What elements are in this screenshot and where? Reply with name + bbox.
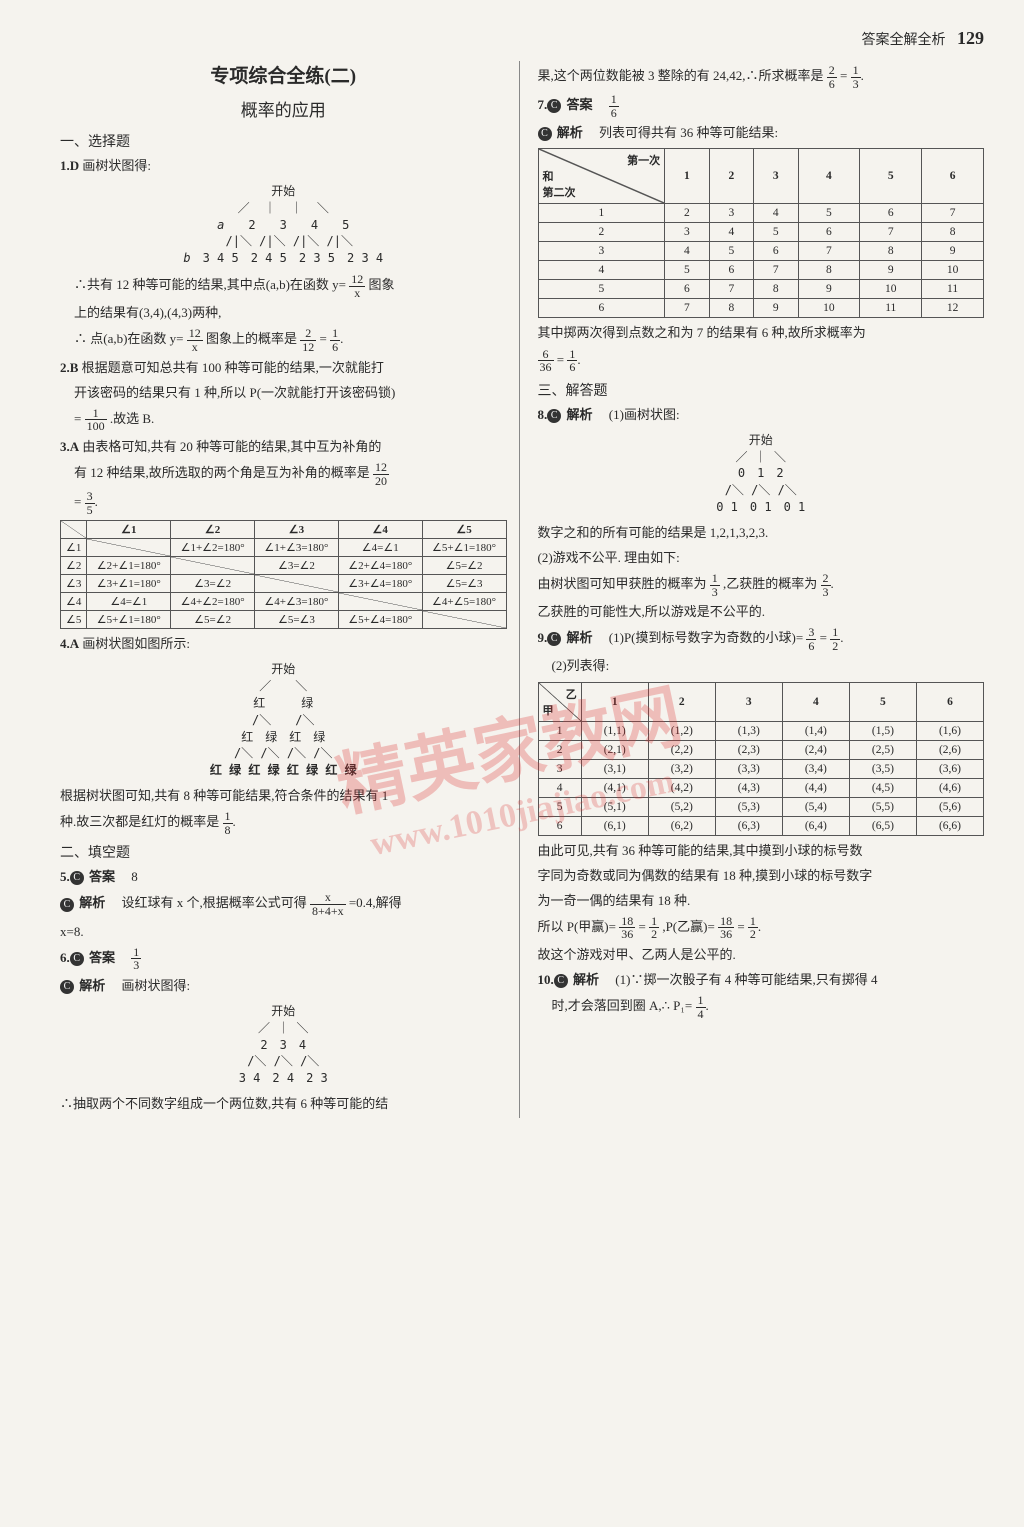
frac: 12x xyxy=(349,273,365,299)
q2: 2.B 根据题意可知总共有 100 种等可能的结果,一次就能打 xyxy=(60,357,507,379)
table-row: 567891011 xyxy=(538,280,984,299)
q2-l3: = 1100 .故选 B. xyxy=(60,407,507,433)
q3-l2: 有 12 种结果,故所选取的两个角是互为补角的概率是 1220 xyxy=(60,461,507,487)
right-column: 果,这个两位数能被 3 整除的有 24,42,∴所求概率是 26 = 13. 7… xyxy=(538,61,985,1118)
q4-l2: 根据树状图可知,共有 8 种等可能结果,符合条件的结果有 1 xyxy=(60,785,507,807)
table-row: ∠1 ∠2 ∠3 ∠4 ∠5 xyxy=(61,521,507,539)
q7-l3: 636 = 16. xyxy=(538,348,985,374)
q5-l3: x=8. xyxy=(60,921,507,943)
q3-table: ∠1 ∠2 ∠3 ∠4 ∠5 ∠1∠1+∠2=180°∠1+∠3=180°∠4=… xyxy=(60,520,507,629)
tree-a: a 2 3 4 5 xyxy=(60,217,507,234)
q3-num: 3.A xyxy=(60,439,79,454)
table-row: 3(3,1)(3,2)(3,3)(3,4)(3,5)(3,6) xyxy=(538,759,984,778)
table-row: 6789101112 xyxy=(538,299,984,318)
section-fill: 二、填空题 xyxy=(60,842,507,862)
q7-table: 第一次 和 第二次 123456 1234567 2345678 3456789… xyxy=(538,148,985,318)
table-row: 6(6,1)(6,2)(6,3)(6,4)(6,5)(6,6) xyxy=(538,816,984,835)
q6-exp: C 解析 画树状图得: xyxy=(60,975,507,997)
badge-icon: C xyxy=(538,127,552,141)
sub-title: 概率的应用 xyxy=(60,96,507,121)
q5-exp: C 解析 设红球有 x 个,根据概率公式可得 x8+4+x =0.4,解得 xyxy=(60,891,507,917)
table-row: 45678910 xyxy=(538,261,984,280)
q4: 4.A 画树状图如图所示: xyxy=(60,633,507,655)
table-row: 5(5,1)(5,2)(5,3)(5,4)(5,5)(5,6) xyxy=(538,797,984,816)
corner: 乙 甲 xyxy=(538,682,581,721)
q7-l2: 其中掷两次得到点数之和为 7 的结果有 6 种,故所求概率为 xyxy=(538,322,985,344)
q8-l1: 数字之和的所有可能的结果是 1,2,1,3,2,3. xyxy=(538,522,985,544)
q5: 5.C 答案 8 xyxy=(60,866,507,888)
q10-l2: 时,才会落回到圈 A,∴ P₁= 14. xyxy=(538,994,985,1020)
table-row: ∠4∠4=∠1∠4+∠2=180°∠4+∠3=180°∠4+∠5=180° xyxy=(61,593,507,611)
table-row: ∠3∠3+∠1=180°∠3=∠2∠3+∠4=180°∠5=∠3 xyxy=(61,575,507,593)
q9-l3: 由此可见,共有 36 种等可能的结果,其中摸到小球的标号数 xyxy=(538,840,985,862)
q1-stem: 画树状图得: xyxy=(82,158,151,173)
badge-icon: C xyxy=(70,952,84,966)
main-title: 专项综合全练(二) xyxy=(60,61,507,88)
q1-l3: ∴ 点(a,b)在函数 y= 12x 图象上的概率是 212 = 16. xyxy=(60,327,507,353)
table-row: 1234567 xyxy=(538,204,984,223)
badge-icon: C xyxy=(554,974,568,988)
corner: 第一次 和 第二次 xyxy=(538,149,665,204)
q4-tree: 开始 ／ ＼ 红 绿 /＼ /＼ 红 绿 红 绿 /＼ /＼ /＼ /＼ 红 绿… xyxy=(60,661,507,779)
q9-table: 乙 甲 123456 1(1,1)(1,2)(1,3)(1,4)(1,5)(1,… xyxy=(538,682,985,836)
q1: 1.D 画树状图得: xyxy=(60,155,507,177)
q6-tree: 开始 ／ ｜ ＼ 2 3 4 /＼ /＼ /＼ 3 4 2 4 2 3 xyxy=(60,1003,507,1087)
table-row: 2345678 xyxy=(538,223,984,242)
tree-root: 开始 xyxy=(60,183,507,200)
q4-l3: 种.故三次都是红灯的概率是 18. xyxy=(60,810,507,836)
q3: 3.A 由表格可知,共有 20 种等可能的结果,其中互为补角的 xyxy=(60,436,507,458)
page-number: 129 xyxy=(957,28,984,48)
q9-p2: (2)列表得: xyxy=(538,655,985,677)
q1-l2: 上的结果有(3,4),(4,3)两种, xyxy=(60,302,507,324)
q2-num: 2.B xyxy=(60,360,78,375)
q6-l2: ∴抽取两个不同数字组成一个两位数,共有 6 种等可能的结 xyxy=(60,1093,507,1115)
q1-tree: 开始 ／ ｜ ｜ ＼ a 2 3 4 5 /|＼ /|＼ /|＼ /|＼ b 3… xyxy=(60,183,507,267)
tree-branches: ／ ｜ ｜ ＼ xyxy=(60,200,507,217)
section-choice: 一、选择题 xyxy=(60,131,507,151)
badge-icon: C xyxy=(547,409,561,423)
table-row: 4(4,1)(4,2)(4,3)(4,4)(4,5)(4,6) xyxy=(538,778,984,797)
table-row: ∠5∠5+∠1=180°∠5=∠2∠5=∠3∠5+∠4=180° xyxy=(61,611,507,629)
q1-l1: ∴共有 12 种等可能的结果,其中点(a,b)在函数 y= 12x 图象 xyxy=(60,273,507,299)
section-solve: 三、解答题 xyxy=(538,380,985,400)
q1-num: 1.D xyxy=(60,158,79,173)
q7-exp: C 解析 列表可得共有 36 种等可能结果: xyxy=(538,122,985,144)
q8-l3: 由树状图可知甲获胜的概率为 13 ,乙获胜的概率为 23. xyxy=(538,572,985,598)
tree-sub: /|＼ /|＼ /|＼ /|＼ xyxy=(60,233,507,250)
page-header: 答案全解全析 129 xyxy=(60,28,984,49)
q8-tree: 开始 ／ ｜ ＼ 0 1 2 /＼ /＼ /＼ 0 1 0 1 0 1 xyxy=(538,432,985,516)
left-column: 专项综合全练(二) 概率的应用 一、选择题 1.D 画树状图得: 开始 ／ ｜ … xyxy=(60,61,520,1118)
q10: 10.C 解析 (1)∵掷一次骰子有 4 种等可能结果,只有掷得 4 xyxy=(538,969,985,991)
header-label: 答案全解全析 xyxy=(862,33,946,48)
badge-icon: C xyxy=(70,871,84,885)
q8-l2: (2)游戏不公平. 理由如下: xyxy=(538,547,985,569)
table-row: 2(2,1)(2,2)(2,3)(2,4)(2,5)(2,6) xyxy=(538,740,984,759)
q2-l2: 开该密码的结果只有 1 种,所以 P(一次就能打开该密码锁) xyxy=(60,382,507,404)
q3-frac2: = 35. xyxy=(60,490,507,516)
table-row: ∠2∠2+∠1=180°∠3=∠2∠2+∠4=180°∠5=∠2 xyxy=(61,557,507,575)
table-row: 3456789 xyxy=(538,242,984,261)
q6: 6.C 答案 13 xyxy=(60,946,507,972)
table-row: 第一次 和 第二次 123456 xyxy=(538,149,984,204)
q9-l7: 故这个游戏对甲、乙两人是公平的. xyxy=(538,944,985,966)
q8: 8.C 解析 (1)画树状图: xyxy=(538,404,985,426)
q6-cont: 果,这个两位数能被 3 整除的有 24,42,∴所求概率是 26 = 13. xyxy=(538,64,985,90)
table-row: 乙 甲 123456 xyxy=(538,682,984,721)
q9-l5: 为一奇一偶的结果有 18 种. xyxy=(538,890,985,912)
table-row: 1(1,1)(1,2)(1,3)(1,4)(1,5)(1,6) xyxy=(538,721,984,740)
q9-l6: 所以 P(甲赢)= 1836 = 12 ,P(乙赢)= 1836 = 12. xyxy=(538,915,985,941)
q8-l4: 乙获胜的可能性大,所以游戏是不公平的. xyxy=(538,601,985,623)
table-row: ∠1∠1+∠2=180°∠1+∠3=180°∠4=∠1∠5+∠1=180° xyxy=(61,539,507,557)
q4-num: 4.A xyxy=(60,636,79,651)
badge-icon: C xyxy=(547,99,561,113)
corner xyxy=(61,521,87,539)
badge-icon: C xyxy=(60,980,74,994)
tree-b: b 3 4 5 2 4 5 2 3 5 2 3 4 xyxy=(60,250,507,267)
q9-l4: 字同为奇数或同为偶数的结果有 18 种,摸到小球的标号数字 xyxy=(538,865,985,887)
badge-icon: C xyxy=(547,632,561,646)
badge-icon: C xyxy=(60,898,74,912)
q7: 7.C 答案 16 xyxy=(538,93,985,119)
q9: 9.C 解析 (1)P(摸到标号数字为奇数的小球)= 36 = 12. xyxy=(538,626,985,652)
content-columns: 专项综合全练(二) 概率的应用 一、选择题 1.D 画树状图得: 开始 ／ ｜ … xyxy=(60,61,984,1118)
